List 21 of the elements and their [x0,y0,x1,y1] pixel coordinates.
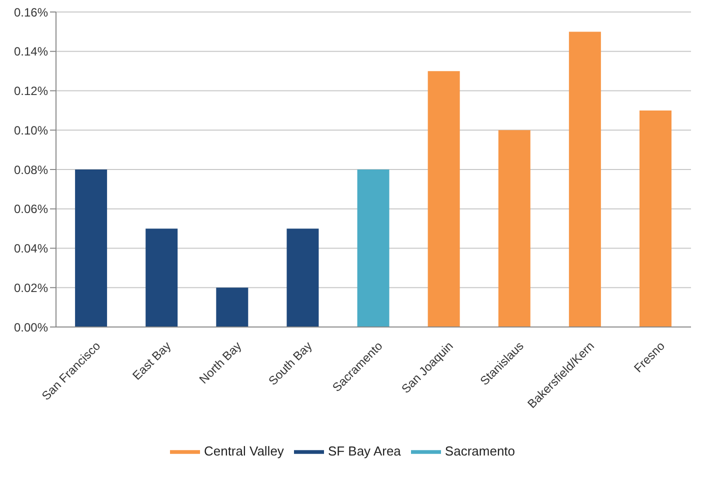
y-tick-label: 0.04% [14,242,48,256]
y-tick-label: 0.06% [14,202,48,216]
legend-label: SF Bay Area [328,443,401,458]
y-tick-label: 0.00% [14,320,48,334]
y-tick-label: 0.08% [14,162,48,177]
bar [428,71,460,327]
y-tick-label: 0.12% [14,84,48,98]
bar [146,228,178,327]
y-tick-label: 0.14% [14,44,48,59]
bar [498,130,530,327]
y-tick-label: 0.16% [14,5,48,20]
legend-label: Sacramento [444,443,516,458]
bar [568,32,601,327]
bar [357,170,390,327]
bar [75,170,108,327]
legend-label: Central Valley [204,443,284,458]
y-tick-label: 0.10% [14,123,48,138]
bar [216,288,248,327]
bar [639,110,672,327]
bar [286,228,319,327]
y-tick-label: 0.02% [14,280,48,295]
